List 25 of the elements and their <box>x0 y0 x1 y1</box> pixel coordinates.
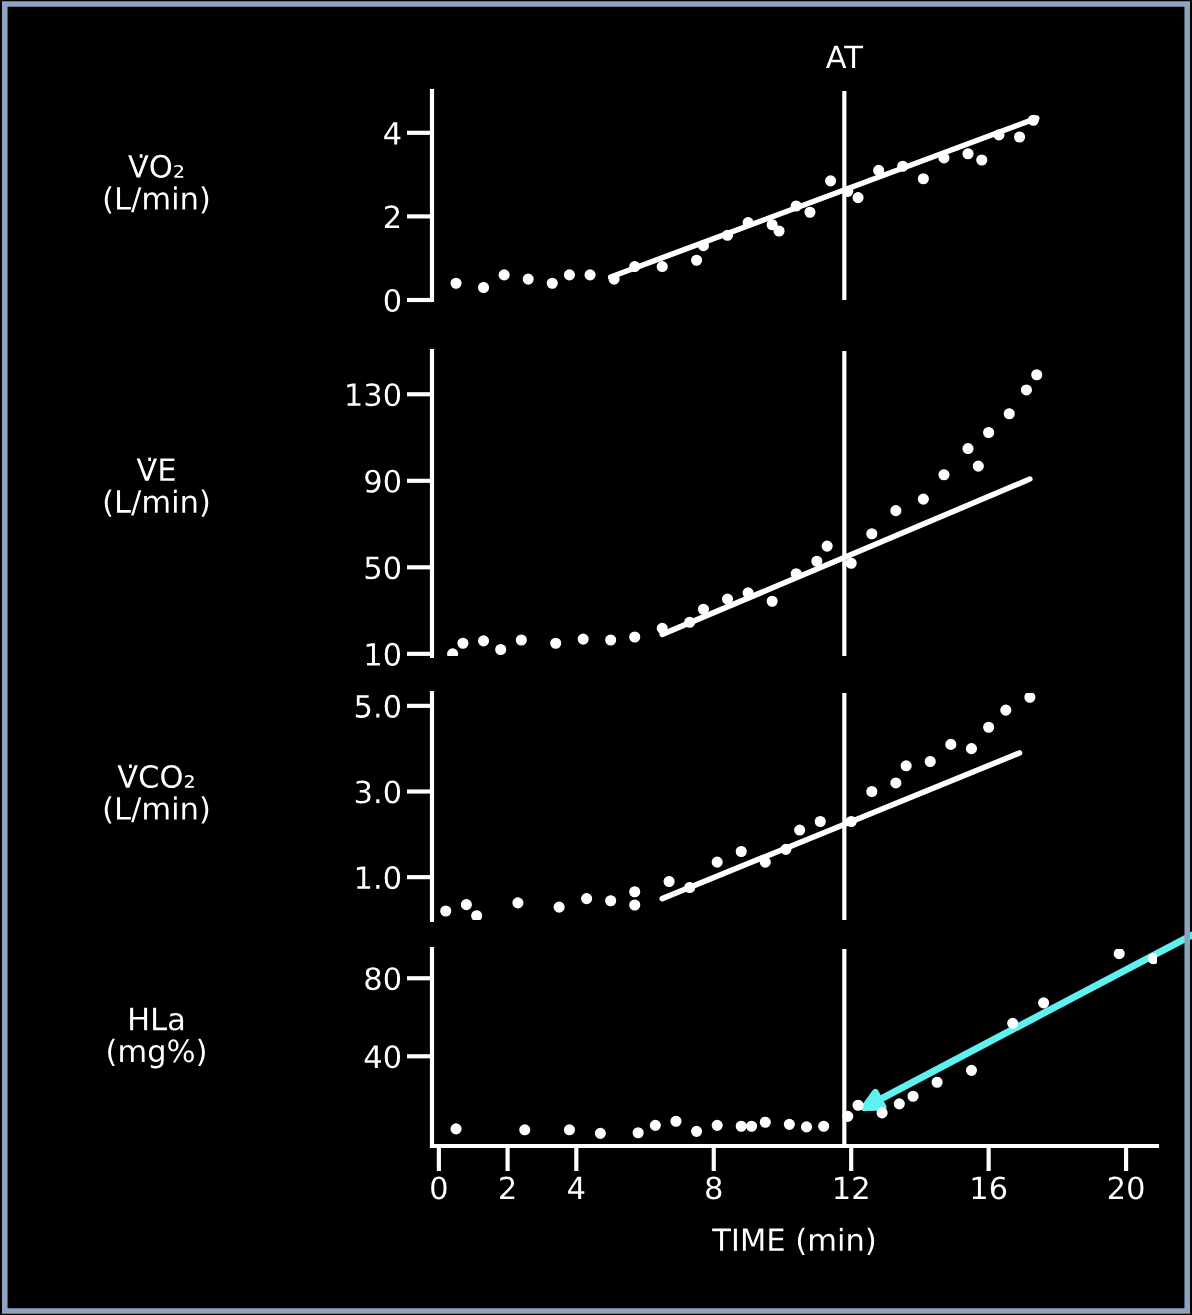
y-axis-title: V̇E (L/min) <box>104 457 209 517</box>
y-tick-label: 130 <box>347 383 401 407</box>
y-tick-label: 4 <box>384 122 401 145</box>
x-tick-label: 4 <box>568 1176 585 1200</box>
y-axis-title: V̇O₂ (L/min) <box>104 154 209 214</box>
x-tick-label: 12 <box>835 1176 868 1200</box>
y-axis-title: V̇CO₂ (L/min) <box>104 764 209 824</box>
y-tick-label: 5.0 <box>355 694 401 718</box>
y-tick-label: 2 <box>384 205 400 229</box>
x-tick-label: 2 <box>500 1176 515 1200</box>
x-tick-label: 16 <box>972 1176 1007 1200</box>
ref-line-label: AT <box>825 45 864 68</box>
y-tick-label: 10 <box>366 642 401 666</box>
x-tick-label: 0 <box>431 1176 447 1200</box>
y-tick-label: 50 <box>365 556 401 580</box>
y-tick-label: 90 <box>365 469 401 493</box>
x-tick-label: 20 <box>1108 1176 1144 1200</box>
y-tick-label: 40 <box>364 1045 401 1069</box>
y-tick-label: 80 <box>365 967 401 991</box>
x-axis-title: TIME (min) <box>712 1227 875 1255</box>
y-tick-label: 1.0 <box>356 866 401 890</box>
y-tick-label: 3.0 <box>355 780 401 804</box>
x-tick-label: 8 <box>706 1176 722 1200</box>
y-tick-label: 0 <box>384 288 401 313</box>
y-axis-title: HLa (mg%) <box>108 1007 205 1069</box>
